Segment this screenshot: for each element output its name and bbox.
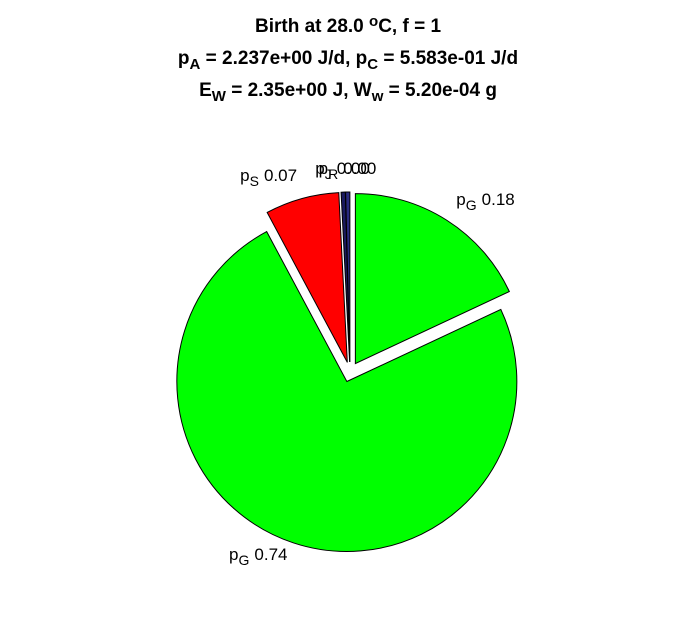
slice-subscript: G [466,197,477,213]
pie-slice [354,193,511,365]
slice-symbol: p [456,190,465,209]
slice-value: 0.00 [337,159,370,178]
title-text: = 5.20e-04 g [383,80,497,101]
slice-subscript: J [325,166,332,182]
pie-slice [345,191,351,363]
pie-slice [266,192,348,363]
slice-label: pS 0.07 [240,166,297,189]
chart-title: EW = 2.35e+00 J, Ww = 5.20e-04 g [199,80,497,105]
slice-value: 0.00 [343,159,376,178]
title-text: = 2.35e+00 J, W [226,80,372,101]
slice-symbol: p [229,545,238,564]
slice-subscript: R [328,166,338,182]
pie-slice [176,230,518,552]
slice-symbol: p [319,159,328,178]
title-text: Birth at 28.0 [255,16,369,37]
title-text: = 2.237e+00 J/d, p [200,48,367,69]
title-text: C, f = 1 [378,16,441,37]
slice-subscript: S [250,173,259,189]
slice-value: 0.18 [482,190,515,209]
slice-label: pG 0.74 [229,545,287,568]
title-subscript: C [367,56,378,73]
title-subscript: W [212,88,227,105]
title-subscript: w [371,88,384,105]
slice-symbol: p [315,159,324,178]
slice-symbol: p [240,166,249,185]
slice-label: pJ 0.00 [315,159,370,182]
title-text: p [178,48,190,69]
title-superscript: o [369,13,378,30]
slice-subscript: G [239,552,250,568]
slice-value: 0.74 [254,545,287,564]
chart-title: Birth at 28.0 oC, f = 1 [255,13,441,37]
slice-value: 0.07 [264,166,297,185]
title-text: E [199,80,212,101]
title-subscript: A [190,56,201,73]
slice-label: pG 0.18 [456,190,514,213]
slice-label: pR 0.00 [319,159,377,182]
chart-title: pA = 2.237e+00 J/d, pC = 5.583e-01 J/d [178,48,518,73]
title-text: = 5.583e-01 J/d [378,48,518,69]
